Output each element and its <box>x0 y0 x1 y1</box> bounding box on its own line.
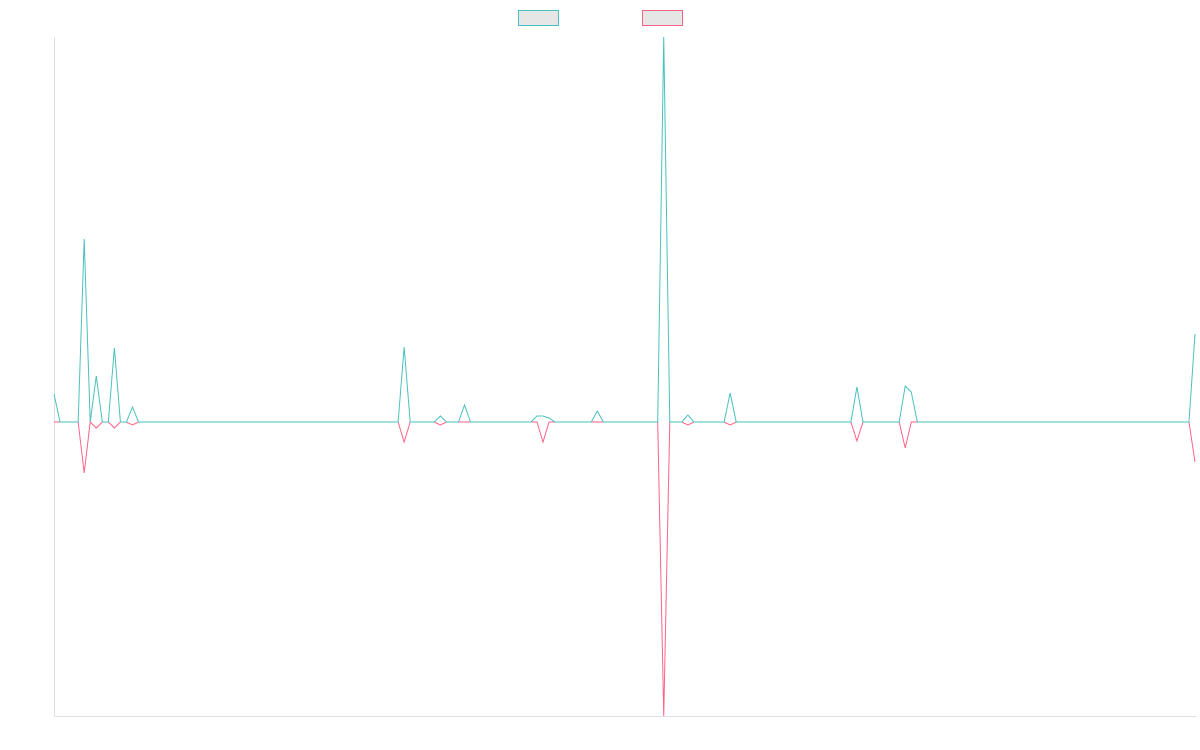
series-line <box>54 420 1196 717</box>
series-line <box>53 36 1196 423</box>
legend-swatch[interactable] <box>518 10 559 26</box>
legend-swatch[interactable] <box>642 10 683 26</box>
